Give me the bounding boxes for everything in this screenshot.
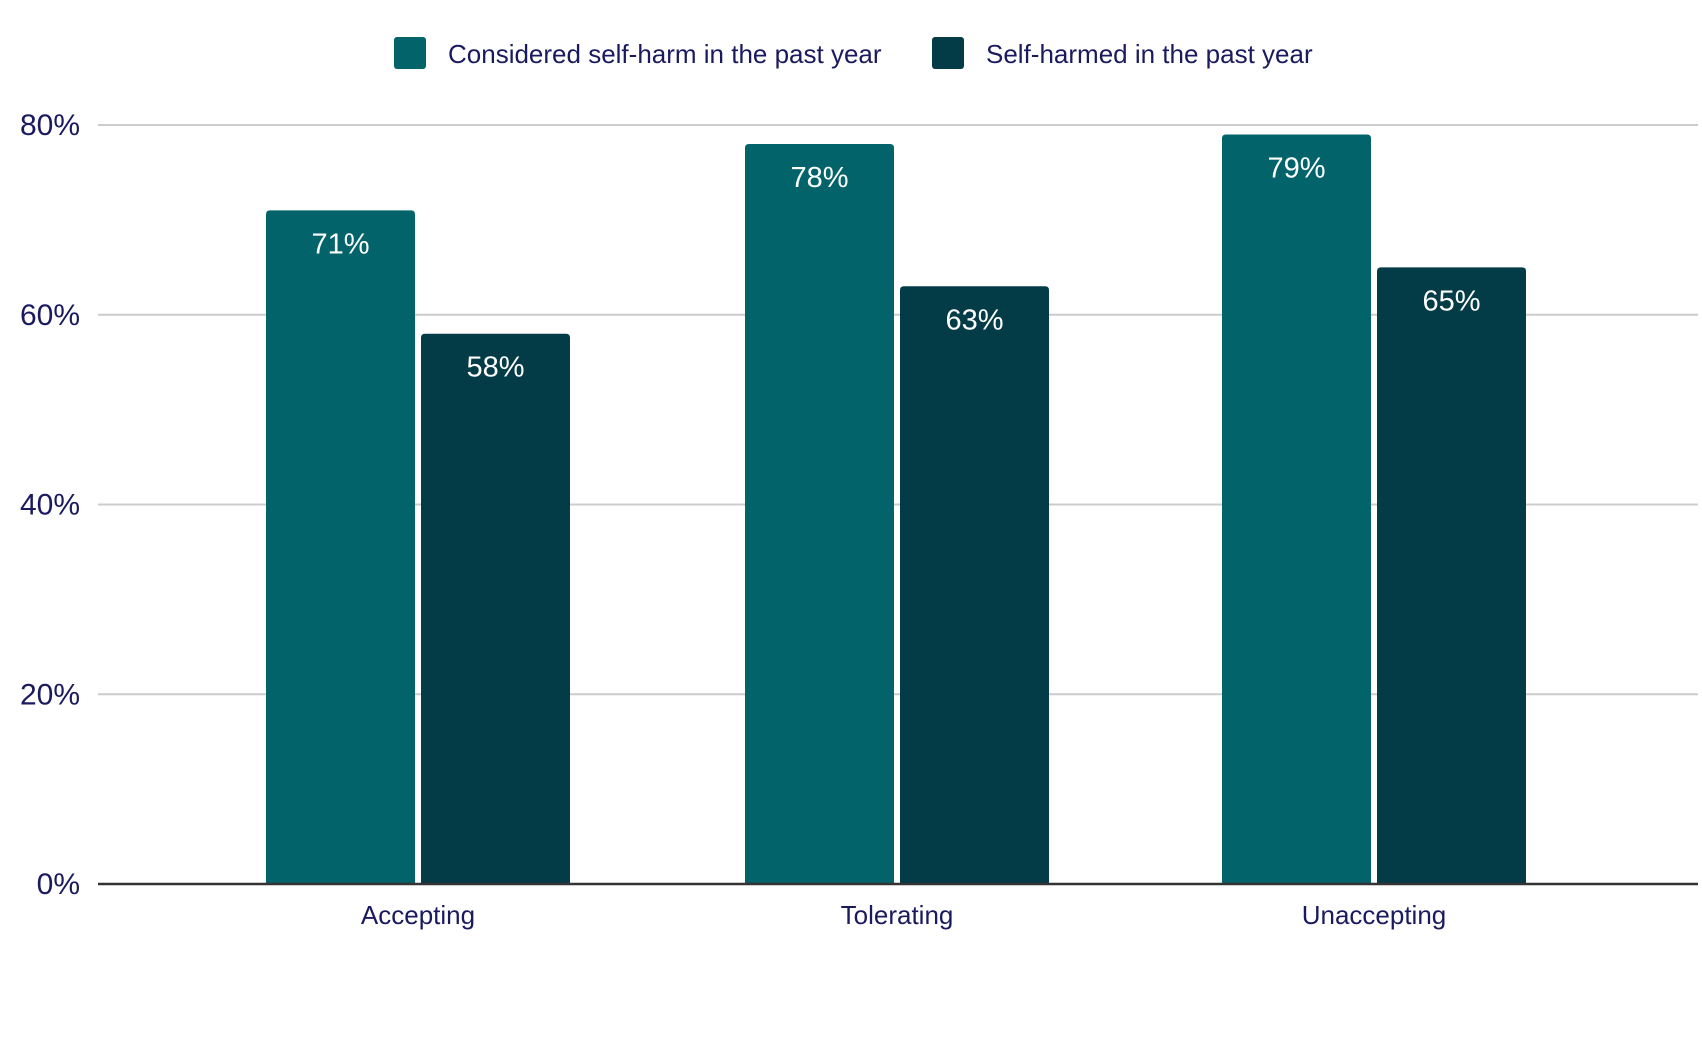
y-tick-label: 80% — [20, 109, 80, 142]
data-label: 71% — [311, 228, 369, 260]
y-tick-label: 20% — [20, 678, 80, 711]
bar-unaccepting-series-1 — [1222, 134, 1371, 885]
data-label: 65% — [1422, 285, 1480, 317]
legend-label: Self-harmed in the past year — [986, 39, 1313, 69]
data-labels: 71% 58% 78% 63% 79% 65% — [311, 152, 1480, 383]
data-label: 63% — [945, 304, 1003, 336]
bar-accepting-series-2 — [421, 333, 570, 885]
x-category-label: Accepting — [361, 900, 475, 930]
legend-swatch — [394, 37, 426, 69]
legend: Considered self-harm in the past year Sel… — [394, 37, 1313, 69]
data-label: 78% — [790, 162, 848, 194]
bars — [266, 134, 1526, 885]
y-tick-label: 0% — [37, 868, 80, 901]
bar-unaccepting-series-2 — [1377, 267, 1526, 884]
y-axis-ticks: 0% 20% 40% 60% 80% — [20, 109, 80, 901]
y-tick-label: 40% — [20, 489, 80, 522]
y-tick-label: 60% — [20, 299, 80, 332]
data-label: 79% — [1267, 152, 1325, 184]
bar-accepting-series-1 — [266, 210, 415, 884]
data-label: 58% — [466, 352, 524, 384]
x-axis: Accepting Tolerating Unaccepting — [98, 882, 1698, 930]
x-category-label: Unaccepting — [1302, 900, 1447, 930]
bar-tolerating-series-1 — [745, 143, 894, 885]
legend-swatch — [932, 37, 964, 69]
bar-tolerating-series-2 — [900, 286, 1049, 885]
legend-label: Considered self-harm in the past year — [448, 39, 882, 69]
x-category-label: Tolerating — [841, 900, 954, 930]
